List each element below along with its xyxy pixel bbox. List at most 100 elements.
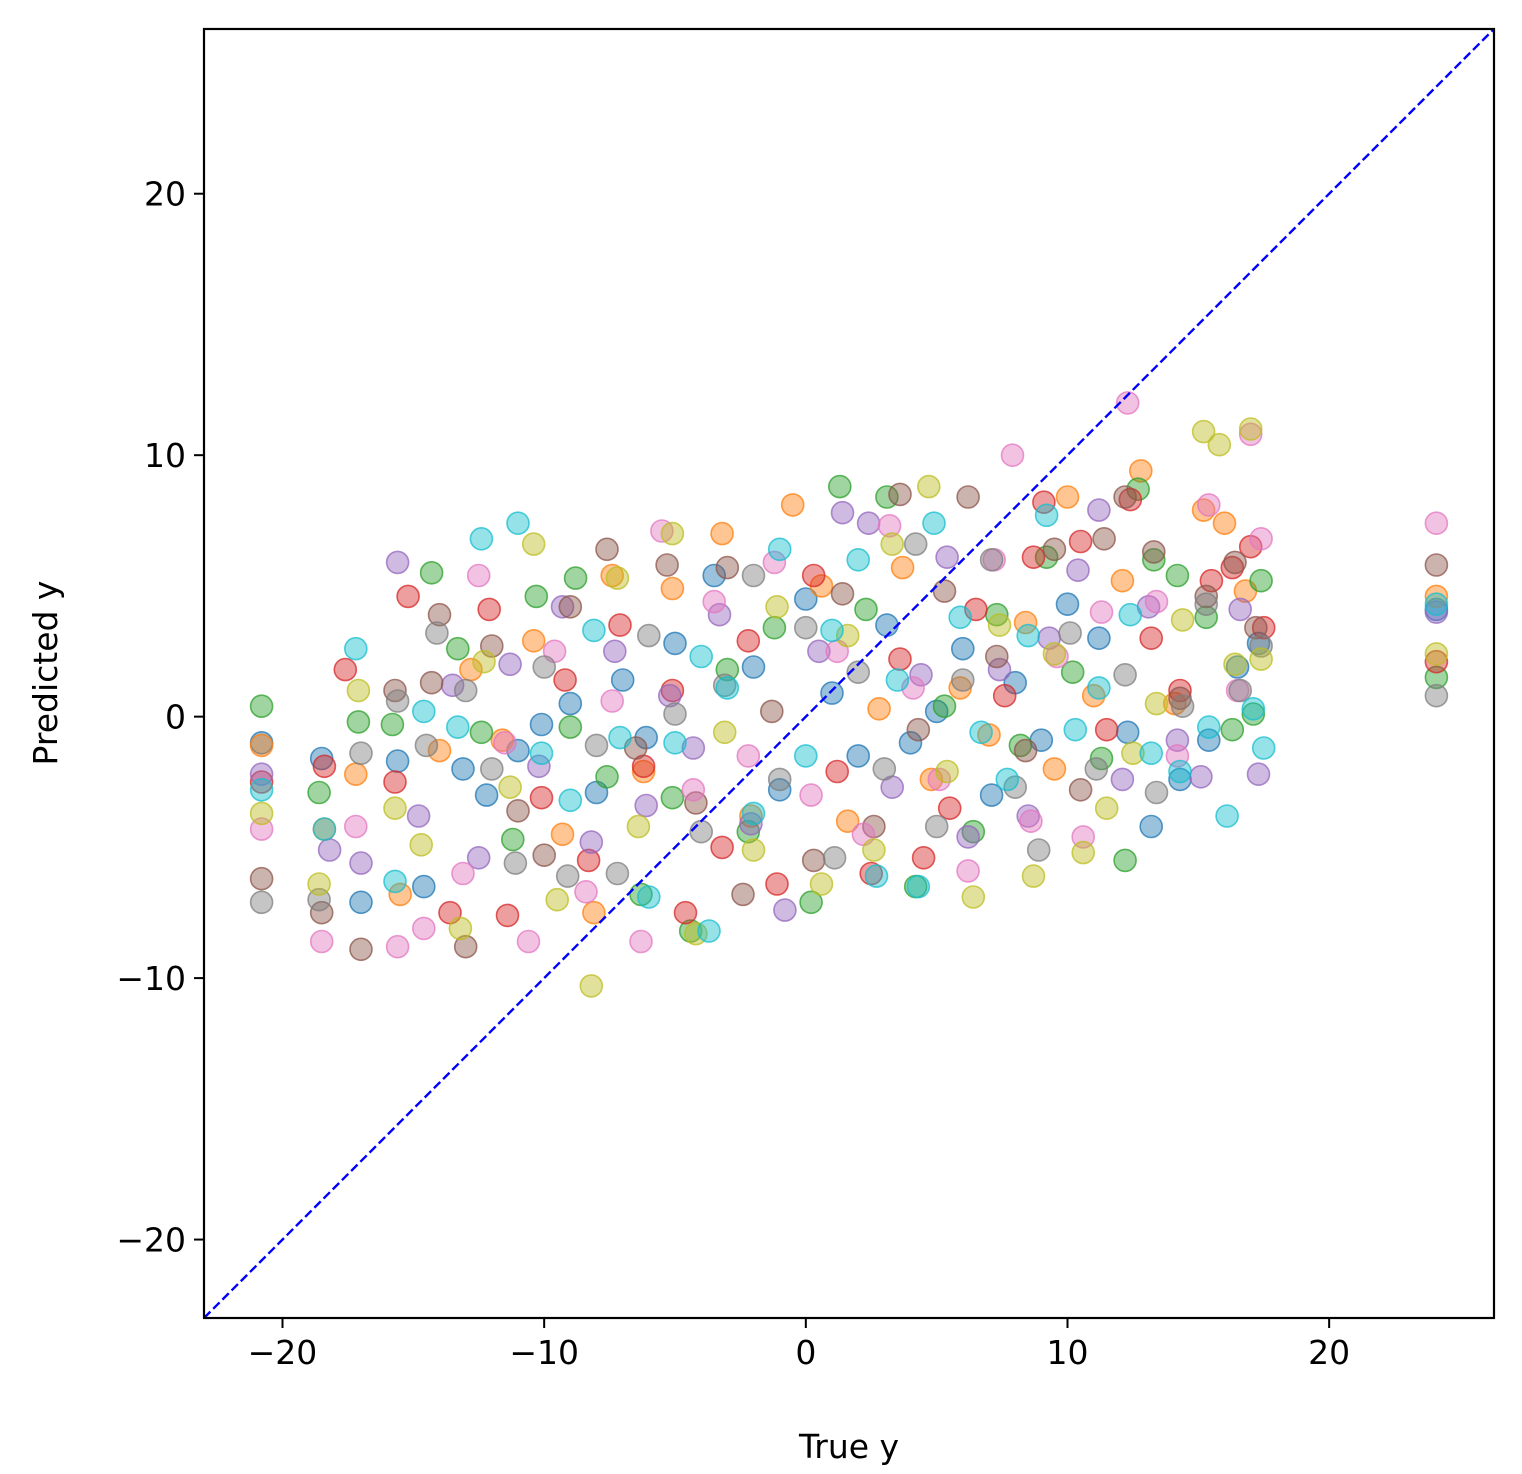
data-point xyxy=(906,717,931,742)
x-tick-label: −10 xyxy=(509,1333,579,1372)
data-point xyxy=(799,890,823,915)
data-point xyxy=(875,613,899,637)
data-point xyxy=(1121,741,1145,766)
data-point xyxy=(605,861,630,886)
data-point xyxy=(343,814,368,839)
data-point xyxy=(1424,553,1449,577)
data-point xyxy=(1194,605,1218,630)
data-point xyxy=(1424,511,1449,536)
data-point xyxy=(472,649,496,674)
data-point xyxy=(1142,547,1166,572)
data-point xyxy=(741,655,766,679)
data-point xyxy=(937,796,962,821)
data-point xyxy=(898,730,923,755)
data-point xyxy=(1087,676,1111,700)
data-point xyxy=(979,783,1004,807)
data-point xyxy=(427,602,452,627)
data-point xyxy=(660,785,685,810)
data-point xyxy=(385,550,410,575)
data-point xyxy=(1139,741,1163,766)
data-point xyxy=(493,730,517,755)
data-point xyxy=(249,733,274,758)
data-point xyxy=(1144,780,1169,805)
data-point xyxy=(555,864,580,888)
data-point xyxy=(631,759,656,784)
data-point xyxy=(1087,626,1111,651)
data-point xyxy=(602,639,627,664)
data-point xyxy=(911,845,936,870)
data-point xyxy=(1113,485,1137,509)
data-point xyxy=(406,804,431,828)
data-point xyxy=(741,838,766,862)
data-point xyxy=(385,689,410,713)
data-point xyxy=(1189,764,1213,789)
data-point xyxy=(932,579,957,603)
data-point xyxy=(608,613,632,637)
x-axis-label: True y xyxy=(798,1427,899,1466)
data-point xyxy=(846,660,871,685)
data-point xyxy=(655,553,679,577)
data-point xyxy=(935,545,959,570)
data-point xyxy=(1197,715,1221,739)
data-point xyxy=(558,691,583,716)
data-point xyxy=(1424,592,1449,617)
data-point xyxy=(343,636,368,661)
data-point xyxy=(657,683,682,708)
data-point xyxy=(773,898,797,922)
data-point xyxy=(448,916,473,941)
data-point xyxy=(333,657,358,682)
y-tick-label: −20 xyxy=(116,1221,186,1260)
data-point xyxy=(1246,762,1271,787)
data-point xyxy=(956,485,980,509)
data-point xyxy=(1026,838,1051,862)
data-point xyxy=(349,890,373,915)
data-point xyxy=(610,668,635,692)
data-point xyxy=(715,676,740,700)
data-point xyxy=(1021,545,1046,570)
data-point xyxy=(1118,602,1143,627)
data-point xyxy=(702,563,727,588)
data-point xyxy=(249,770,274,794)
data-point xyxy=(1042,537,1067,562)
data-point xyxy=(469,526,494,551)
data-point xyxy=(820,618,844,643)
data-point xyxy=(626,814,651,839)
x-axis-ticks: −20 −10 0 10 20 xyxy=(248,1318,1350,1372)
data-point xyxy=(558,594,583,619)
data-point xyxy=(663,631,687,656)
data-point xyxy=(445,636,470,661)
data-point xyxy=(1115,720,1140,745)
data-point xyxy=(762,615,787,640)
data-point xyxy=(1228,678,1252,703)
data-point xyxy=(521,628,546,653)
data-point xyxy=(600,689,625,713)
y-tick-label: −10 xyxy=(116,959,186,998)
data-point xyxy=(249,801,274,826)
data-point xyxy=(681,736,706,760)
data-point xyxy=(1060,660,1085,685)
data-point xyxy=(830,581,855,606)
data-point xyxy=(1139,814,1163,839)
data-point xyxy=(529,785,554,810)
data-point xyxy=(736,628,761,653)
data-point xyxy=(1197,728,1221,753)
data-point xyxy=(427,738,452,763)
data-point xyxy=(660,521,685,546)
data-point xyxy=(380,712,405,737)
data-point xyxy=(1241,702,1266,726)
y-axis-label: Predicted y xyxy=(26,581,65,766)
data-point xyxy=(909,662,933,687)
data-point xyxy=(1058,621,1082,645)
data-point xyxy=(995,767,1020,792)
data-point xyxy=(1110,568,1135,593)
data-point xyxy=(636,623,661,648)
data-point xyxy=(1249,634,1273,658)
data-point xyxy=(576,848,601,873)
y-axis-ticks: −20 −10 0 10 20 xyxy=(116,175,204,1260)
data-point xyxy=(969,720,993,745)
data-point xyxy=(1424,683,1449,708)
data-point xyxy=(1087,498,1111,522)
data-point xyxy=(1139,626,1163,651)
data-point xyxy=(710,835,734,860)
